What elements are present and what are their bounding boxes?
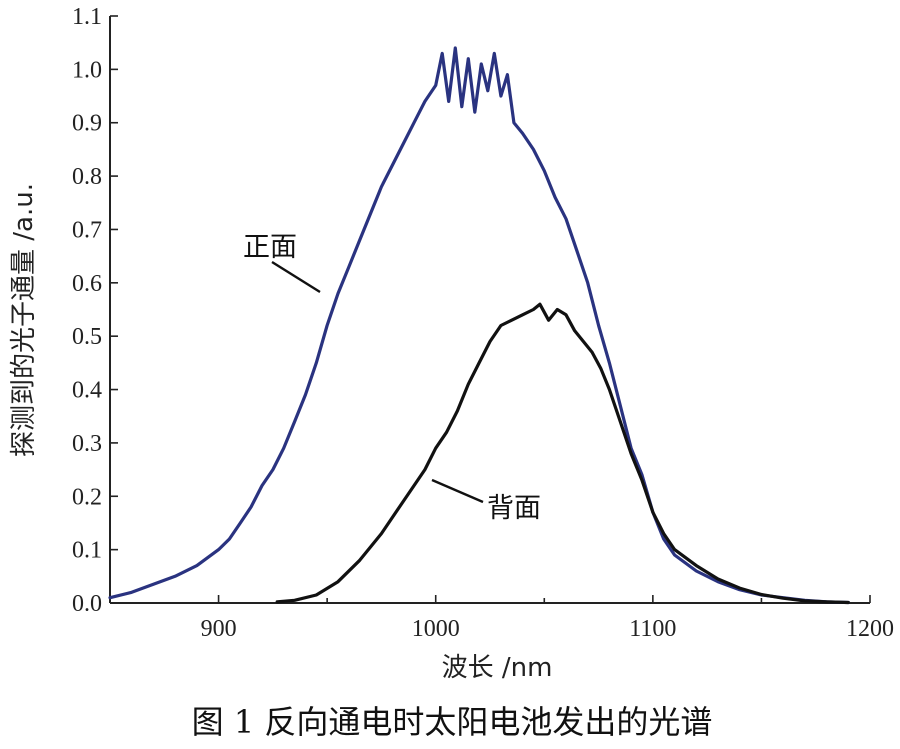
y-tick-label: 0.7 xyxy=(72,217,102,243)
y-axis-label: 探测到的光子通量 /a.u. xyxy=(9,183,39,457)
series-line-back xyxy=(277,304,848,602)
x-tick-label: 1000 xyxy=(412,616,460,642)
y-tick-label: 1.1 xyxy=(72,4,102,30)
x-tick-label: 1200 xyxy=(846,616,894,642)
annotation-back: 背面 xyxy=(487,493,541,524)
y-tick-label: 0.1 xyxy=(72,538,102,564)
x-axis-label: 波长 /nm xyxy=(442,653,553,683)
y-tick-label: 0.8 xyxy=(72,164,102,190)
series-layer xyxy=(110,48,848,603)
y-tick-label: 0.0 xyxy=(72,591,102,617)
figure-caption: 图 1 反向通电时太阳电池发出的光谱 xyxy=(192,703,713,741)
y-tick-label: 0.3 xyxy=(72,431,102,457)
axes: 0.0 0.1 0.2 0.3 0.4 0.5 0.6 0.7 0.8 0.9 1.0 1.1 900 1… xyxy=(72,4,894,642)
y-tick-label: 0.2 xyxy=(72,484,102,510)
x-tick-label: 900 xyxy=(201,616,237,642)
y-tick-label: 1.0 xyxy=(72,57,102,83)
series-line-front xyxy=(110,48,848,603)
y-tick-label: 0.5 xyxy=(72,324,102,350)
annotation-front: 正面 xyxy=(243,232,297,263)
y-tick-label: 0.9 xyxy=(72,111,102,137)
y-tick-label: 0.6 xyxy=(72,271,102,297)
y-tick-label: 0.4 xyxy=(72,378,102,404)
annotation-leader-back xyxy=(432,480,483,502)
annotation-leader-front xyxy=(272,262,320,292)
x-tick-label: 1100 xyxy=(629,616,676,642)
